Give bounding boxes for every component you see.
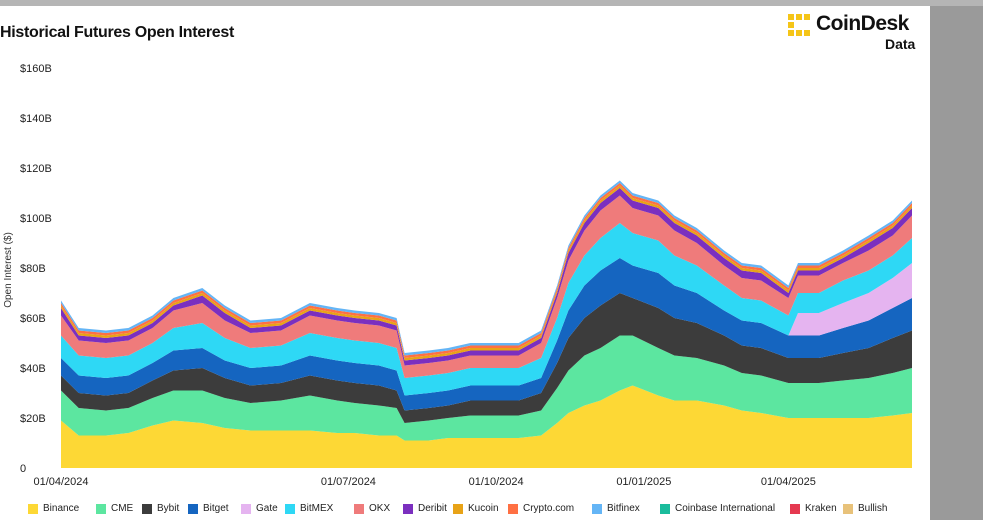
legend-swatch [508,503,518,514]
legend-item: BitMEX [285,503,333,514]
legend-item: Bybit [142,503,179,514]
legend-label: Bullish [858,503,888,514]
y-tick-label: $120B [20,163,52,175]
area-bitget [61,258,912,411]
area-okx [61,195,912,378]
legend-item: Kucoin [453,503,499,514]
y-tick-label: $80B [20,263,46,275]
y-tick-label: $100B [20,213,52,225]
area-bybit [61,293,912,423]
legend-item: Kraken [790,503,837,514]
legend-label: CME [111,503,134,514]
legend-label: Gate [256,503,278,514]
legend-swatch [453,503,463,514]
legend-label: OKX [369,503,391,514]
coindesk-logo-icon [788,14,810,36]
legend-swatch [285,503,295,514]
area-chart: 0 $20B $40B $60B $80B $100B $120B $140B $160B 01… [3,63,912,488]
y-tick-label: $60B [20,313,46,325]
legend-label: Kucoin [468,503,499,514]
legend-swatch [403,503,413,514]
area-deribit [61,188,912,366]
legend-label: Kraken [805,503,837,514]
legend-swatch [96,503,106,514]
y-tick-label: $160B [20,63,52,75]
legend-label: Binance [43,503,80,514]
legend-item: Deribit [403,503,447,514]
legend-label: Deribit [418,503,447,514]
top-border [0,0,983,6]
legend-item: Bitfinex [592,503,640,514]
legend-swatch [241,503,251,514]
y-axis-label: Open Interest ($) [3,232,14,308]
legend-label: Bybit [157,503,180,514]
y-tick-label: $20B [20,413,46,425]
legend-item: Crypto.com [508,503,574,514]
legend-item: Bitget [188,503,229,514]
chart-title: Historical Futures Open Interest [0,24,235,41]
legend-label: Crypto.com [523,503,575,514]
legend-label: BitMEX [300,503,334,514]
legend-swatch [790,503,800,514]
legend-label: Coinbase International [675,503,776,514]
legend-swatch [843,503,853,514]
stacked-areas [61,180,912,468]
legend-item: Bullish [843,503,887,514]
legend-swatch [188,503,198,514]
y-tick-label: 0 [20,463,26,475]
legend-item: Coinbase International [660,503,775,514]
legend-swatch [660,503,670,514]
legend-swatch [142,503,152,514]
logo-subtitle: Data [885,36,916,52]
legend-swatch [592,503,602,514]
x-axis: 01/04/2024 01/07/2024 01/10/2024 01/01/2025… [33,476,815,488]
chart-legend: Binance CME Bybit Bitget Gate BitMEX OKX Deribi… [28,503,928,517]
x-tick-label: 01/10/2024 [469,476,524,488]
area-cme [61,335,912,441]
x-tick-label: 01/04/2024 [33,476,88,488]
legend-swatch [354,503,364,514]
area-binance [61,385,912,468]
legend-swatch [28,503,38,514]
legend-item: CME [96,503,133,514]
legend-item: Gate [241,503,278,514]
area-bitmex [61,223,912,396]
y-axis: 0 $20B $40B $60B $80B $100B $120B $140B $160B [20,63,52,475]
x-tick-label: 01/04/2025 [761,476,816,488]
y-tick-label: $140B [20,113,52,125]
legend-label: Bitfinex [607,503,640,514]
x-tick-label: 01/01/2025 [616,476,671,488]
legend-item: OKX [354,503,390,514]
x-tick-label: 01/07/2024 [321,476,376,488]
legend-label: Bitget [203,503,229,514]
legend-item: Binance [28,503,79,514]
coindesk-logo: CoinDesk Data [788,10,928,54]
logo-name: CoinDesk [816,12,909,35]
y-tick-label: $40B [20,363,46,375]
